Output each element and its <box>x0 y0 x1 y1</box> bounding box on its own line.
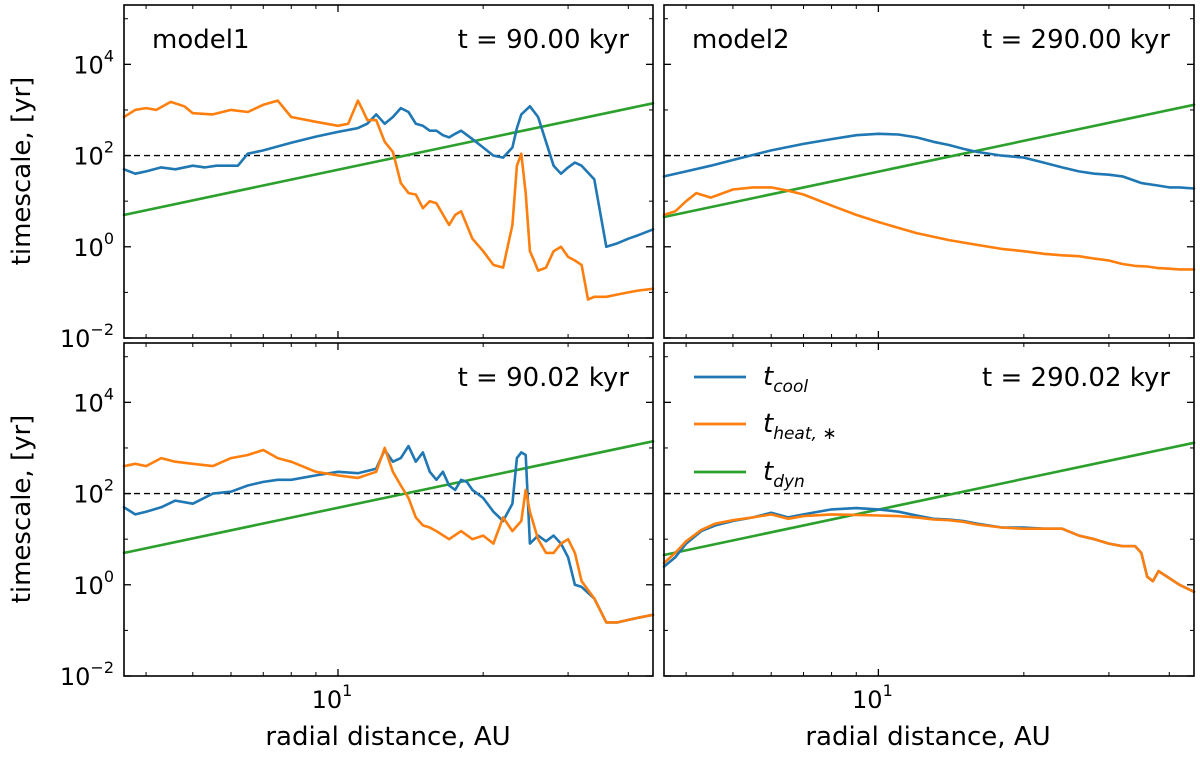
y-axis-label-bottom: timescale, [yr] <box>7 415 37 604</box>
model-label: model2 <box>692 25 790 55</box>
legend-item-t-dyn: tdyn <box>694 457 805 492</box>
legend-label: tdyn <box>763 457 805 492</box>
series-t-heat <box>662 186 1196 271</box>
plot-frame <box>123 4 654 339</box>
time-label: t = 290.02 kyr <box>982 363 1170 393</box>
panel-top-left: 104 102 100 10−2 model1 t = 90.00 kyr <box>60 4 655 353</box>
model-label: model1 <box>152 25 250 55</box>
y-tick-label: 104 <box>73 384 114 417</box>
legend-item-t-cool: tcool <box>694 362 808 397</box>
panel-bottom-left: 104 102 100 10−2 101 t = 90.02 kyr <box>60 342 655 714</box>
plot-frame <box>123 342 654 677</box>
series-t-cool <box>122 444 655 624</box>
time-label: t = 290.00 kyr <box>982 25 1170 55</box>
series-t-dyn <box>662 441 1196 557</box>
y-tick-label: 100 <box>73 567 114 600</box>
series-t-dyn <box>662 103 1196 219</box>
legend-item-t-heat: theat, ∗ <box>694 409 837 444</box>
time-label: t = 90.00 kyr <box>458 25 630 55</box>
x-tick-label: 101 <box>852 681 893 714</box>
legend: tcool theat, ∗ tdyn <box>694 362 837 492</box>
plot-frame <box>663 342 1195 677</box>
series-t-dyn <box>122 102 655 217</box>
series-t-heat <box>122 446 655 624</box>
x-tick-label: 101 <box>312 681 353 714</box>
panel-top-right: model2 t = 290.00 kyr <box>662 4 1196 339</box>
series-t-dyn <box>122 440 655 555</box>
legend-label: theat, ∗ <box>763 409 837 444</box>
y-tick-label: 102 <box>73 138 114 171</box>
series-t-heat <box>662 513 1196 594</box>
series-t-cool <box>662 506 1196 594</box>
y-tick-label: 10−2 <box>60 658 114 691</box>
y-axis-label-top: timescale, [yr] <box>7 77 37 266</box>
y-tick-label: 102 <box>73 476 114 509</box>
x-axis-label-left: radial distance, AU <box>265 722 510 752</box>
panel-bottom-right: 101 t = 290.02 kyr <box>662 342 1196 714</box>
series-t-cool <box>662 132 1196 190</box>
legend-label: tcool <box>763 362 808 397</box>
y-tick-label: 10−2 <box>60 320 114 353</box>
x-axis-label-right: radial distance, AU <box>805 722 1050 752</box>
plot-frame <box>663 4 1195 339</box>
series-t-cool <box>122 105 655 249</box>
time-label: t = 90.02 kyr <box>458 363 630 393</box>
y-tick-label: 104 <box>73 46 114 79</box>
y-tick-label: 100 <box>73 229 114 262</box>
series-t-heat <box>122 99 655 301</box>
